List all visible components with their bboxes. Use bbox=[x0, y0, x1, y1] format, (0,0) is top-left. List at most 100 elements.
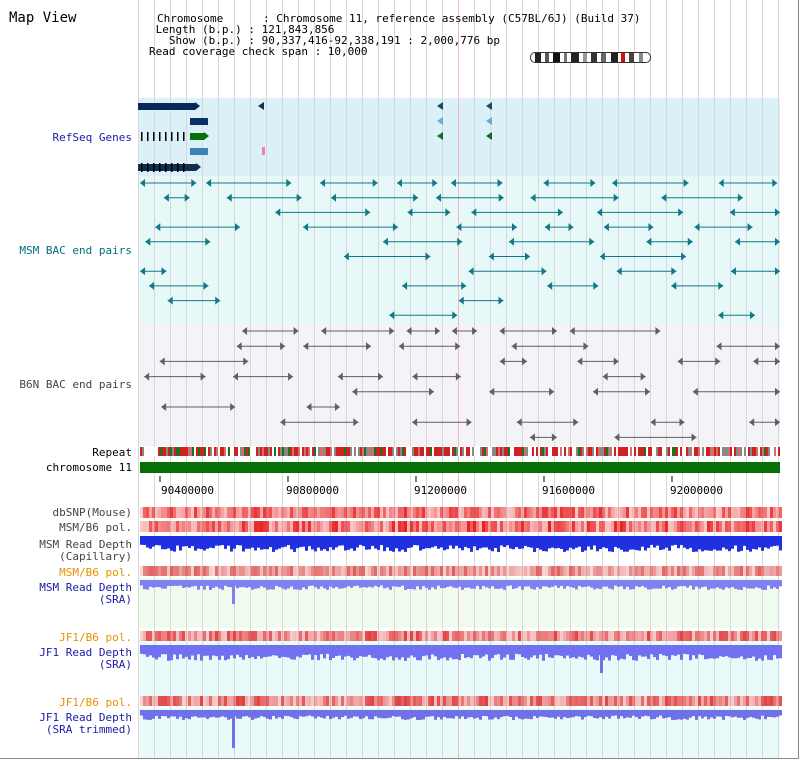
msm-bac-pair bbox=[456, 223, 517, 232]
refseq-gene bbox=[258, 102, 264, 110]
header-chromosome: Chromosome : Chromosome 11, reference as… bbox=[157, 12, 641, 25]
b6n-bac-pair bbox=[716, 342, 780, 351]
msm-bac-pair bbox=[275, 208, 371, 217]
header-length: Length (b.p.) : 121,843,856 bbox=[149, 23, 335, 36]
page-title: Map View bbox=[9, 10, 77, 26]
b6n-bac-pair bbox=[569, 327, 661, 335]
track-label-msm-depth-cap[interactable]: MSM Read Depth bbox=[39, 538, 132, 551]
track-label-jf1-depth-sra[interactable]: JF1 Read Depth bbox=[39, 646, 132, 659]
msm-bac-pair bbox=[718, 311, 756, 320]
b6n-bac-pair bbox=[614, 433, 697, 442]
refseq-gene bbox=[486, 102, 492, 110]
msm-bac-pair bbox=[155, 223, 240, 232]
msm-pol-heat-track bbox=[140, 521, 782, 532]
track-label-msm-depth-sra[interactable]: MSM Read Depth bbox=[39, 581, 132, 594]
track-label-chromosome: chromosome 11 bbox=[45, 461, 132, 474]
track-label-msm-bac[interactable]: MSM BAC end pairs bbox=[19, 244, 132, 257]
refseq-exon bbox=[183, 132, 185, 141]
b6n-bac-pair bbox=[398, 342, 461, 351]
track-label-repeat[interactable]: Repeat bbox=[92, 446, 132, 459]
refseq-gene bbox=[437, 102, 443, 110]
b6n-bac-pair bbox=[753, 357, 780, 366]
refseq-exon bbox=[159, 132, 161, 141]
msm-bac-pair bbox=[303, 223, 398, 232]
msm-bac-pair bbox=[646, 237, 693, 246]
b6n-bac-pair bbox=[321, 327, 395, 335]
msm-bac-pair bbox=[735, 237, 780, 246]
track-label-jf1-depth-sra-sub: (SRA) bbox=[98, 658, 132, 671]
repeat-track bbox=[140, 447, 780, 456]
track-label-msm-pol[interactable]: MSM/B6 pol. bbox=[59, 521, 132, 534]
b6n-bac-pair bbox=[692, 387, 780, 396]
msm-bac-pair bbox=[543, 179, 596, 187]
track-label-dbsnp[interactable]: dbSNP(Mouse) bbox=[52, 506, 132, 519]
msm-bac-pair bbox=[149, 281, 209, 290]
jf1-pol2-heat-track bbox=[140, 696, 782, 706]
dbsnp-heat-track bbox=[140, 507, 782, 518]
msm-bac-pair bbox=[530, 193, 619, 202]
msm-bac-pair bbox=[718, 179, 778, 187]
b6n-bac-pair bbox=[602, 372, 646, 381]
msm-bac-pair bbox=[435, 193, 504, 202]
msm-bac-pair bbox=[167, 296, 221, 305]
ruler-tick-label: 90400000 bbox=[161, 484, 214, 497]
jf1-pol-heat-track bbox=[140, 631, 782, 641]
track-label-refseq[interactable]: RefSeq Genes bbox=[52, 131, 132, 144]
b6n-bac-pair bbox=[592, 387, 651, 396]
b6n-bac-pair bbox=[303, 342, 372, 351]
refseq-gene bbox=[437, 117, 443, 125]
msm-bac-pair bbox=[599, 252, 687, 261]
header-coverage-span: Read coverage check span : 10,000 bbox=[149, 45, 368, 58]
b6n-bac-pair bbox=[577, 357, 619, 366]
refseq-gene bbox=[190, 148, 208, 155]
track-label-b6n-bac[interactable]: B6N BAC end pairs bbox=[19, 378, 132, 391]
ideogram-position-marker bbox=[621, 53, 625, 62]
b6n-bac-pair bbox=[529, 433, 557, 442]
msm-bac-pair bbox=[450, 179, 503, 187]
track-label-jf1-pol[interactable]: JF1/B6 pol. bbox=[59, 631, 132, 644]
msm-bac-pair bbox=[547, 281, 599, 290]
msm-depth-sra-track bbox=[140, 580, 782, 604]
msm-bac-pair bbox=[331, 193, 419, 202]
msm-bac-pair bbox=[694, 223, 753, 232]
b6n-bac-pair bbox=[677, 357, 721, 366]
track-label-msm-depth-sra-sub: (SRA) bbox=[98, 593, 132, 606]
msm-bac-pair bbox=[163, 193, 190, 202]
b6n-bac-pair bbox=[489, 387, 555, 396]
refseq-gene bbox=[262, 147, 265, 155]
refseq-track-bg bbox=[138, 98, 780, 176]
track-label-jf1-depth-trim-sub: (SRA trimmed) bbox=[45, 723, 132, 736]
refseq-exon bbox=[141, 132, 143, 141]
track-label-msm-depth-cap-sub: (Capillary) bbox=[59, 550, 132, 563]
refseq-exon bbox=[147, 132, 149, 141]
msm-bac-pair bbox=[397, 179, 438, 187]
track-label-jf1-pol-2[interactable]: JF1/B6 pol. bbox=[59, 696, 132, 709]
ruler-tick-label: 90800000 bbox=[286, 484, 339, 497]
header-show-range: Show (b.p.) : 90,337,416-92,338,191 : 2,… bbox=[149, 34, 500, 47]
b6n-bac-pair bbox=[161, 403, 236, 411]
refseq-exon bbox=[147, 163, 149, 172]
msm-bac-pair bbox=[468, 267, 547, 276]
track-label-jf1-depth-trim[interactable]: JF1 Read Depth bbox=[39, 711, 132, 724]
ruler-tick-label: 91200000 bbox=[414, 484, 467, 497]
refseq-exon bbox=[171, 163, 173, 172]
refseq-exon bbox=[159, 163, 161, 172]
msm-bac-pair bbox=[407, 208, 451, 217]
b6n-bac-pair bbox=[499, 327, 557, 335]
b6n-bac-pair bbox=[516, 418, 579, 427]
track-label-msm-pol-2[interactable]: MSM/B6 pol. bbox=[59, 566, 132, 579]
msm-bac-pair bbox=[671, 281, 724, 290]
b6n-bac-pair bbox=[337, 372, 384, 381]
b6n-bac-track-bg bbox=[138, 324, 780, 446]
ruler-tick-label: 91600000 bbox=[542, 484, 595, 497]
refseq-gene bbox=[486, 117, 492, 125]
b6n-bac-pair bbox=[451, 327, 478, 335]
chromosome-ideogram[interactable] bbox=[530, 52, 651, 63]
refseq-exon bbox=[171, 132, 173, 141]
b6n-bac-pair bbox=[144, 372, 206, 381]
msm-bac-pair bbox=[616, 267, 677, 276]
b6n-bac-pair bbox=[236, 342, 286, 351]
b6n-bac-pair bbox=[749, 418, 780, 427]
